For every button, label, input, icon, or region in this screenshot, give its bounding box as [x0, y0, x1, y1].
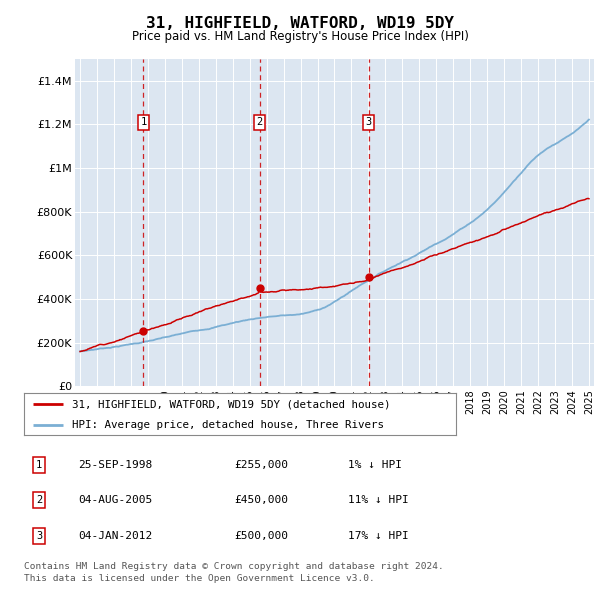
Text: 2: 2 — [36, 496, 42, 505]
Text: £500,000: £500,000 — [234, 531, 288, 540]
Text: 04-JAN-2012: 04-JAN-2012 — [78, 531, 152, 540]
Text: £450,000: £450,000 — [234, 496, 288, 505]
Text: 1: 1 — [140, 117, 146, 127]
Text: 04-AUG-2005: 04-AUG-2005 — [78, 496, 152, 505]
Text: 25-SEP-1998: 25-SEP-1998 — [78, 460, 152, 470]
Text: 31, HIGHFIELD, WATFORD, WD19 5DY (detached house): 31, HIGHFIELD, WATFORD, WD19 5DY (detach… — [71, 399, 390, 409]
Text: HPI: Average price, detached house, Three Rivers: HPI: Average price, detached house, Thre… — [71, 420, 383, 430]
Text: 1: 1 — [36, 460, 42, 470]
Text: Price paid vs. HM Land Registry's House Price Index (HPI): Price paid vs. HM Land Registry's House … — [131, 30, 469, 43]
Text: 17% ↓ HPI: 17% ↓ HPI — [348, 531, 409, 540]
Text: 3: 3 — [365, 117, 372, 127]
Text: £255,000: £255,000 — [234, 460, 288, 470]
Text: 11% ↓ HPI: 11% ↓ HPI — [348, 496, 409, 505]
Text: 1% ↓ HPI: 1% ↓ HPI — [348, 460, 402, 470]
Text: Contains HM Land Registry data © Crown copyright and database right 2024.
This d: Contains HM Land Registry data © Crown c… — [24, 562, 444, 583]
Text: 31, HIGHFIELD, WATFORD, WD19 5DY: 31, HIGHFIELD, WATFORD, WD19 5DY — [146, 16, 454, 31]
Text: 2: 2 — [257, 117, 263, 127]
Text: 3: 3 — [36, 531, 42, 540]
